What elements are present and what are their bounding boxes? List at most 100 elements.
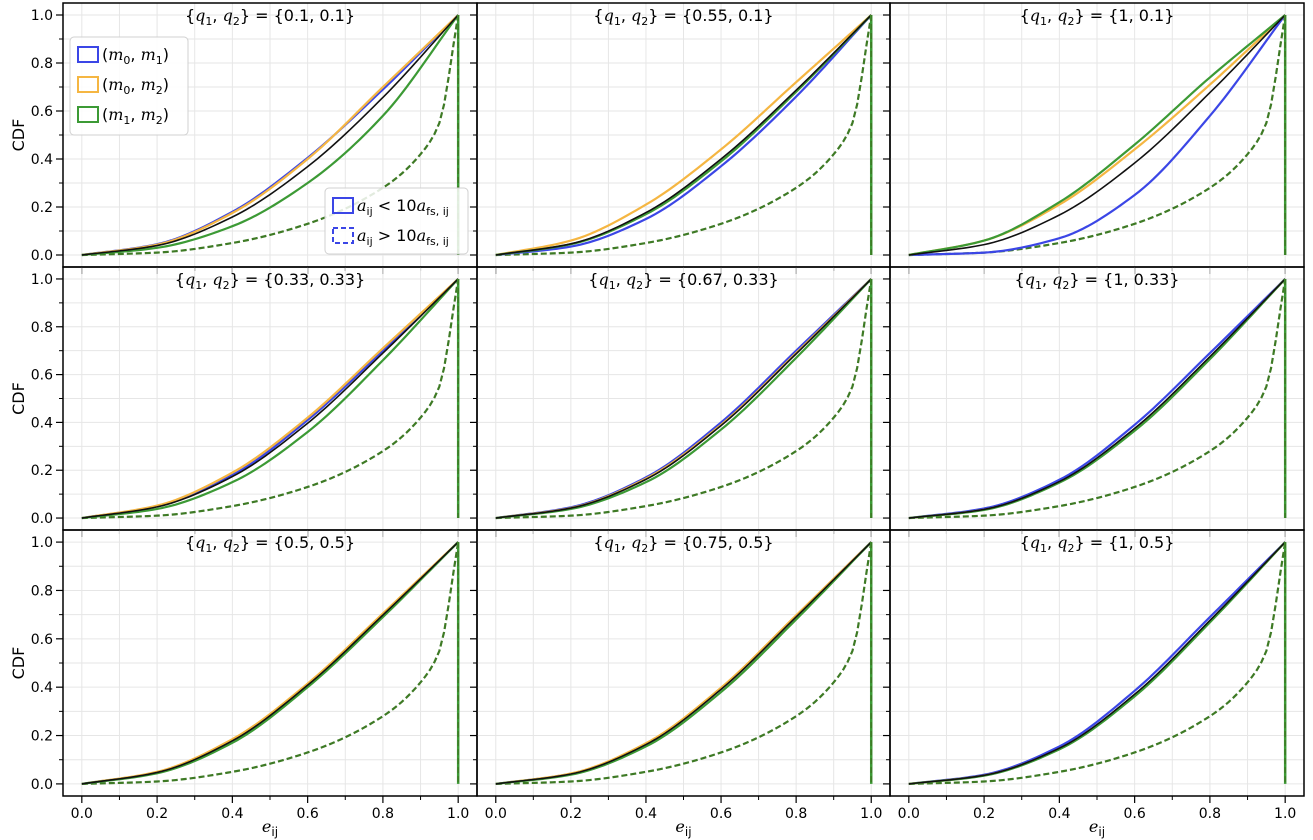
legend-var: a (357, 196, 367, 215)
x-tick-label: 0.8 (1199, 806, 1221, 822)
legend-var-b-sub: 2 (156, 84, 163, 97)
title-part: , (616, 270, 626, 289)
legend-swatch (77, 106, 99, 123)
panel-8: 0.0 0.2 0.4 0.6 0.8 1.0{q1, q2} = {0.75, 0.5} (470, 529, 891, 822)
panel-ticks: 0.0 0.2 0.4 0.6 0.8 1.0 (883, 541, 1296, 822)
title-part: { (185, 6, 195, 25)
legend-var-a: m (108, 105, 123, 124)
legend-var-a: m (108, 45, 123, 64)
title-part: q (1057, 6, 1067, 25)
panel-ticks (883, 14, 1286, 274)
x-tick-label: 0.8 (785, 806, 807, 822)
title-part: q (185, 270, 195, 289)
panel-ticks (470, 14, 872, 274)
title-value: {1, 0.5} (1108, 533, 1174, 552)
series-line (908, 14, 1287, 257)
title-part: , (1042, 270, 1052, 289)
series-line (495, 541, 873, 786)
legend-pairs-box (69, 36, 189, 136)
title-part: q (223, 6, 233, 25)
title-value: {0.1, 0.1} (274, 6, 355, 25)
panel-grid (63, 530, 477, 796)
series-line-overlay (81, 541, 459, 785)
y-tick-label: 0.2 (31, 463, 53, 479)
legend-var-sub: ij (367, 235, 373, 248)
series-line (81, 541, 460, 786)
legend-pairs: (m0, m1)(m0, m2)(m1, m2) (69, 36, 189, 136)
series-line (495, 278, 873, 520)
title-part: , (1047, 6, 1057, 25)
title-part: q (195, 533, 205, 552)
y-tick-label: 0.8 (31, 320, 53, 336)
panel-title: {q1, q2} = {1, 0.33} (1015, 270, 1180, 292)
panel-grid (890, 530, 1304, 796)
title-part: 1 (205, 542, 212, 555)
legend-label: (m0, m1) (102, 45, 169, 67)
legend-var: a (357, 226, 367, 245)
title-part: { (593, 533, 603, 552)
panel-title: {q1, q2} = {0.75, 0.5} (593, 533, 773, 555)
legend-swatch (332, 227, 354, 244)
x-axis-label: eij (675, 817, 691, 839)
panel-grid (890, 267, 1304, 530)
panel-grid (63, 267, 477, 530)
title-part: q (626, 270, 636, 289)
legend-var-b-sub: 1 (156, 54, 163, 67)
title-part: q (1052, 270, 1062, 289)
x-axis-label-main: e (262, 817, 271, 836)
title-part: , (621, 6, 631, 25)
panel-series (908, 541, 1287, 786)
title-part: } = (648, 6, 682, 25)
x-axis-label-sub: ij (685, 825, 692, 839)
title-value: {0.5, 0.5} (274, 533, 355, 552)
series-line (81, 14, 460, 257)
legend-rhs-sub: fs, ij (426, 205, 449, 218)
title-part: , (621, 533, 631, 552)
legend-swatch (332, 197, 354, 214)
y-axis-label: CDF (9, 382, 28, 415)
title-part: q (604, 6, 614, 25)
x-tick-label: 0.4 (1048, 806, 1070, 822)
panels-group: 0.00.20.40.60.81.0 {q1, q2} = {0.1, 0.1}{… (31, 2, 1305, 822)
legend-paren-open: ( (102, 45, 108, 64)
legend-swatch (77, 76, 99, 93)
title-part: } = (240, 6, 274, 25)
series-line-overlay (81, 14, 459, 256)
title-part: q (631, 6, 641, 25)
legend-var-a: m (108, 75, 123, 94)
legend-var-b: m (141, 75, 156, 94)
series-line (908, 14, 1286, 257)
title-part: q (1057, 533, 1067, 552)
legend-paren-close: ) (163, 75, 169, 94)
series-line (81, 278, 460, 520)
title-part: } = (230, 270, 264, 289)
legend-var-a-sub: 1 (123, 114, 130, 127)
title-part: 2 (233, 542, 240, 555)
series-line (495, 14, 872, 257)
legend-label: (m0, m2) (102, 75, 169, 97)
x-tick-label: 0.0 (485, 806, 507, 822)
y-tick-label: 0.0 (31, 777, 53, 793)
title-part: 1 (205, 15, 212, 28)
title-part: q (604, 533, 614, 552)
y-axis-label: CDF (9, 119, 28, 152)
x-tick-label: 1.0 (860, 806, 882, 822)
title-part: 1 (614, 15, 621, 28)
legend-rhs-sub: fs, ij (426, 235, 449, 248)
legend-var-a-sub: 0 (123, 54, 130, 67)
panel-series (495, 278, 873, 520)
title-part: { (1020, 533, 1030, 552)
title-part: { (1015, 270, 1025, 289)
legend-op: < 10 (373, 196, 417, 215)
x-tick-label: 0.2 (560, 806, 582, 822)
series-line-overlay (908, 278, 1286, 519)
panel-title: {q1, q2} = {0.67, 0.33} (588, 270, 778, 292)
panel-ticks (883, 278, 1286, 537)
title-part: { (185, 533, 195, 552)
title-part: 2 (636, 279, 643, 292)
series-line (908, 541, 1287, 786)
title-part: q (598, 270, 608, 289)
series-line (908, 14, 1287, 257)
title-part: { (588, 270, 598, 289)
series-line-overlay (495, 278, 872, 519)
